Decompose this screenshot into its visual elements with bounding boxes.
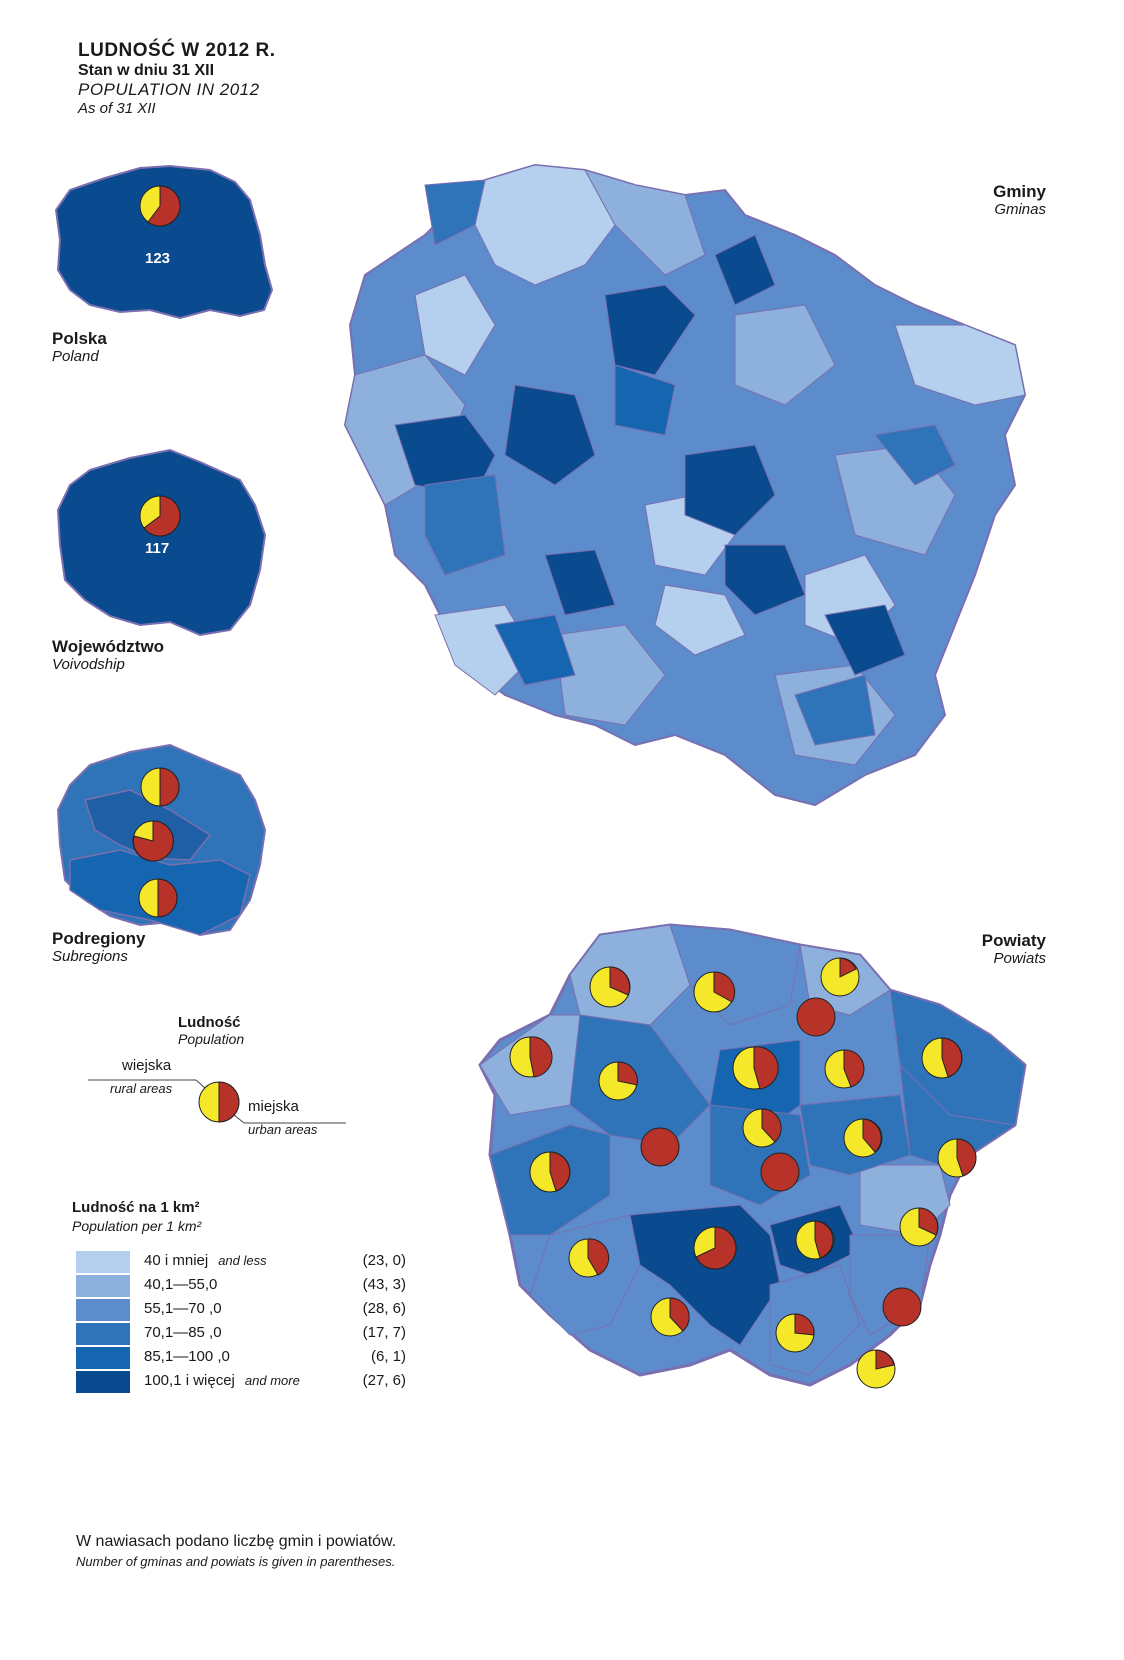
map-title: LUDNOŚĆ W 2012 R. (78, 40, 276, 61)
legend-row-6: 100,1 i więcej and more (27, 6) (76, 1370, 406, 1393)
powiat-pie-11 (742, 1108, 782, 1148)
powiat-pie-17 (693, 1226, 737, 1270)
legend-count-1: (23, 0) (362, 1252, 406, 1269)
pie-legend-title: Ludność (178, 1014, 241, 1031)
legend-count-4: (17, 7) (362, 1324, 406, 1341)
poland-map (54, 164, 274, 320)
subregion-pie-2-urban (132, 820, 174, 862)
subregions-label-en: Subregions (52, 948, 128, 965)
poland-label: Polska (52, 329, 107, 348)
powiat-pie-18 (795, 1220, 835, 1260)
gminas-map (343, 163, 1027, 807)
legend-swatch-5 (76, 1347, 130, 1369)
powiat-pie-4 (796, 997, 836, 1037)
powiat-pie-23 (856, 1349, 896, 1389)
density-legend-title: Ludność na 1 km² (72, 1199, 200, 1216)
legend-swatch-3 (76, 1299, 130, 1321)
map-subtitle: Stan w dniu 31 XII (78, 61, 215, 79)
subregion-pie-3-urban (157, 878, 178, 918)
legend-swatch-6 (76, 1371, 130, 1393)
legend-label-3: 55,1—70 ,0 (144, 1300, 222, 1317)
legend-rural-label: wiejska (122, 1057, 172, 1074)
legend-count-3: (28, 6) (362, 1300, 406, 1317)
voivodship-label: Województwo (52, 637, 165, 656)
powiat-pie-14 (529, 1151, 571, 1193)
powiat-pie-19 (568, 1238, 610, 1278)
footnote-pl: W nawiasach podano liczbę gmin i powiató… (76, 1533, 397, 1550)
powiat-pie-8 (824, 1049, 865, 1089)
powiat-pie-12 (760, 1152, 800, 1192)
legend-label-6: 100,1 i więcej and more (144, 1372, 300, 1389)
powiat-pie-21 (650, 1297, 690, 1337)
powiat-pie-16 (899, 1207, 939, 1247)
legend-urban-label: miejska (248, 1098, 299, 1115)
powiats-label-en: Powiats (993, 950, 1046, 967)
density-legend-title-en: Population per 1 km² (72, 1218, 202, 1234)
powiat-pie-13 (843, 1118, 883, 1158)
legend-count-2: (43, 3) (362, 1276, 406, 1293)
poland-value: 123 (145, 250, 171, 267)
powiat-pie-5 (509, 1036, 553, 1078)
legend-label-4: 70,1—85 ,0 (144, 1324, 222, 1341)
poland-pie-urban (147, 185, 181, 227)
voivodship-pie-urban (143, 495, 181, 537)
map-subtitle-en: As of 31 XII (78, 99, 156, 117)
powiat-pie-20 (882, 1287, 922, 1327)
legend-swatch-2 (76, 1275, 130, 1297)
subregion-pie-1-urban (159, 767, 180, 807)
powiat-pies (509, 957, 977, 1389)
legend-row-2: 40,1—55,0 (43, 3) (76, 1274, 406, 1297)
legend-count-6: (27, 6) (362, 1372, 406, 1389)
voivodship-value: 117 (145, 540, 170, 557)
pie-legend-graphic (88, 1079, 346, 1124)
legend-urban-label-en: urban areas (248, 1122, 318, 1137)
footnote-en: Number of gminas and powiats is given in… (76, 1554, 396, 1569)
voivodship-label-en: Voivodship (52, 656, 125, 673)
powiat-pie-6 (598, 1061, 638, 1101)
powiats-map (478, 923, 1027, 1387)
powiat-pie-1 (589, 966, 631, 1008)
legend-row-3: 55,1—70 ,0 (28, 6) (76, 1298, 406, 1321)
powiat-pie-15 (937, 1138, 977, 1178)
legend-row-1: 40 i mniej and less (23, 0) (76, 1250, 406, 1273)
legend-row-4: 70,1—85 ,0 (17, 7) (76, 1322, 406, 1345)
powiat-pie-22 (775, 1313, 815, 1353)
legend-swatch-4 (76, 1323, 130, 1345)
pie-legend-title-en: Population (178, 1031, 245, 1047)
subregions-map (56, 743, 267, 937)
legend-pie-urban (218, 1081, 240, 1123)
legend-label-2: 40,1—55,0 (144, 1276, 218, 1293)
powiat-pie-9 (921, 1037, 963, 1079)
gminas-label: Gminy (993, 182, 1046, 201)
legend-swatch-1 (76, 1251, 130, 1273)
powiats-label: Powiaty (981, 931, 1046, 950)
voivodship-map (56, 448, 267, 637)
powiat-pie-3 (820, 957, 860, 997)
legend-label-1: 40 i mniej and less (144, 1252, 267, 1269)
poland-label-en: Poland (52, 348, 99, 365)
map-title-block: LUDNOŚĆ W 2012 R. Stan w dniu 31 XII POP… (78, 40, 275, 117)
legend-row-5: 85,1—100 ,0 (6, 1) (76, 1346, 406, 1369)
gminas-label-en: Gminas (994, 201, 1046, 218)
legend-label-5: 85,1—100 ,0 (144, 1348, 230, 1365)
powiat-pie-7 (732, 1046, 779, 1090)
legend-count-5: (6, 1) (370, 1348, 406, 1365)
powiat-pie-2 (693, 971, 736, 1013)
legend-rural-label-en: rural areas (110, 1081, 173, 1096)
map-title-en: POPULATION IN 2012 (78, 80, 260, 100)
subregions-label: Podregiony (52, 929, 146, 948)
powiat-pie-10 (640, 1127, 680, 1167)
